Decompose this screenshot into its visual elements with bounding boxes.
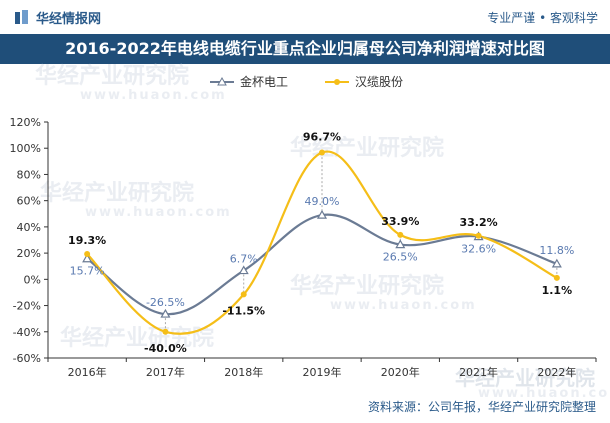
data-point xyxy=(316,209,328,219)
data-point xyxy=(551,258,562,268)
x-tick-label: 2020年 xyxy=(381,365,420,379)
x-tick-label: 2016年 xyxy=(68,365,107,379)
data-label: -40.0% xyxy=(144,342,187,355)
chart-title: 2016-2022年电线电缆行业重点企业归属母公司净利润增速对比图 xyxy=(0,34,610,64)
data-point xyxy=(319,149,325,156)
watermark: 华经产业研究院 xyxy=(455,366,595,390)
watermark-url: www.huaon.com xyxy=(85,205,232,220)
data-point xyxy=(395,239,406,249)
data-label: 33.2% xyxy=(459,216,497,229)
watermark: 华经产业研究院 xyxy=(35,64,190,89)
legend-marker xyxy=(217,76,227,86)
y-tick-label: 100% xyxy=(10,142,41,155)
x-tick-label: 2021年 xyxy=(459,365,498,379)
data-label: -26.5% xyxy=(146,296,185,309)
top-bar: 华经情报网 专业严谨 • 客观科学 xyxy=(0,0,610,34)
data-point xyxy=(475,232,482,239)
watermark-url: www.huaon.com xyxy=(478,386,610,401)
legend-marker xyxy=(334,79,340,85)
data-label: 49.0% xyxy=(305,195,340,208)
y-tick-label: 0% xyxy=(24,273,41,286)
legend-label: 汉缆股份 xyxy=(355,75,403,89)
data-label: 11.8% xyxy=(539,244,574,257)
logo-icon xyxy=(15,10,28,24)
watermark: 华经产业研究院 xyxy=(60,326,215,351)
data-point xyxy=(238,265,249,275)
data-label: 1.1% xyxy=(542,284,573,297)
x-tick-label: 2019年 xyxy=(303,365,342,379)
data-label: 19.3% xyxy=(68,234,106,247)
y-tick-label: -20% xyxy=(13,300,41,313)
data-point xyxy=(82,253,93,263)
y-tick-label: 40% xyxy=(17,221,41,234)
x-tick-label: 2022年 xyxy=(537,365,576,379)
watermark: 华经产业研究院 xyxy=(40,181,195,206)
legend-label: 金杯电工 xyxy=(240,74,288,89)
data-label: 6.7% xyxy=(230,253,258,266)
y-tick-label: -40% xyxy=(13,326,41,339)
tagline: 专业严谨 • 客观科学 xyxy=(487,11,598,25)
data-point xyxy=(162,328,169,335)
x-tick-label: 2018年 xyxy=(224,365,263,379)
data-label: 32.6% xyxy=(461,243,496,256)
y-tick-label: 80% xyxy=(17,168,41,181)
data-point xyxy=(84,251,91,258)
data-label: 26.5% xyxy=(383,251,418,264)
y-tick-label: 60% xyxy=(17,195,41,208)
source-note: 资料来源：公司年报，华经产业研究院整理 xyxy=(367,400,596,414)
watermark-url: www.huaon.com xyxy=(80,88,227,103)
x-tick-label: 2017年 xyxy=(146,365,185,379)
data-point xyxy=(160,308,171,318)
brand-name: 华经情报网 xyxy=(36,12,102,27)
y-tick-label: 120% xyxy=(10,116,41,129)
watermark-url: www.huaon.com xyxy=(330,298,477,313)
y-tick-label: -60% xyxy=(13,352,41,365)
line-chart: -60% -40% -20% 0% 20% 40% 60% 80% 100% 120% 2016年 2… xyxy=(10,74,597,379)
data-point xyxy=(397,231,404,238)
data-label: 96.7% xyxy=(303,131,341,144)
y-tick-label: 20% xyxy=(17,247,41,260)
data-label: 15.7% xyxy=(70,265,105,278)
data-label: -11.5% xyxy=(222,304,265,317)
watermark: 华经产业研究院 xyxy=(290,274,445,299)
data-label: 33.9% xyxy=(381,215,419,228)
data-point xyxy=(240,291,247,298)
data-point xyxy=(553,274,560,281)
